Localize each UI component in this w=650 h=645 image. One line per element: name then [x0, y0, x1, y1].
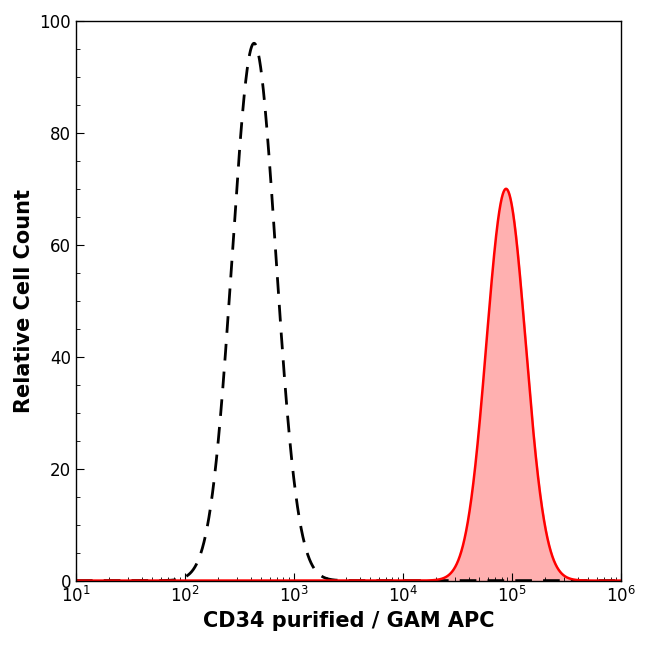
Y-axis label: Relative Cell Count: Relative Cell Count: [14, 189, 34, 413]
X-axis label: CD34 purified / GAM APC: CD34 purified / GAM APC: [203, 611, 494, 631]
